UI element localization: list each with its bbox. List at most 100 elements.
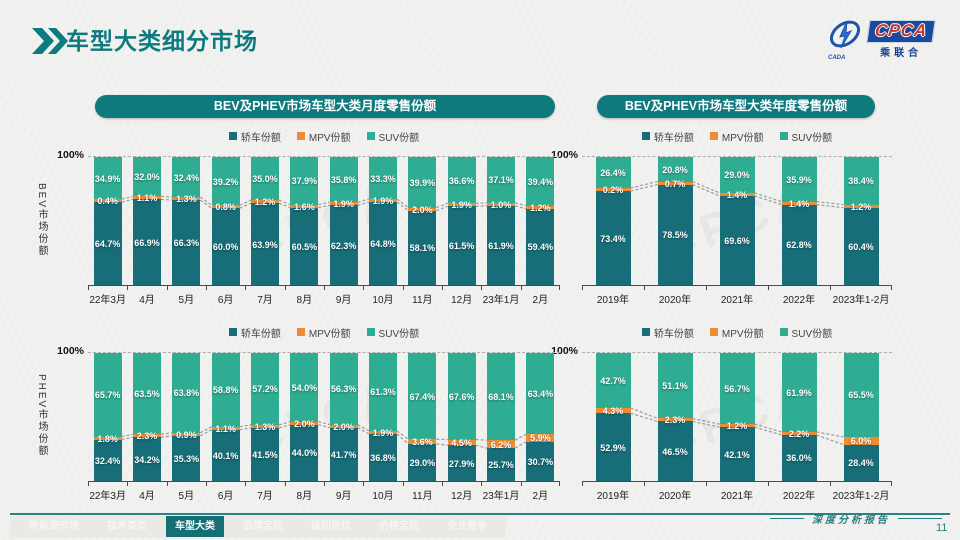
footer-tab-企业竞争[interactable]: 企业竞争 [447, 521, 487, 532]
segment-sedan [595, 191, 631, 285]
segment-suv [211, 353, 240, 427]
bar-value-label: 57.2% [252, 384, 278, 395]
footer-tab-价格定位[interactable]: 价格定位 [379, 521, 419, 532]
series-connector-lines [630, 180, 844, 209]
bar-value-label: 2.0% [333, 421, 354, 432]
stacked-bar-10月: 36.8% 1.9% 61.3% [369, 353, 397, 481]
x-axis-label: 6月 [217, 295, 234, 306]
bar-value-label: 60.5% [291, 241, 318, 252]
bar-value-label: 66.3% [173, 238, 200, 249]
cpca-logo: CADA CPCA 乘联合 [826, 13, 946, 65]
legend-item: 轿车份额 [228, 129, 281, 144]
footer-tab-新能源市场[interactable]: 新能源市场 [29, 521, 79, 532]
stacked-bar-22年3月: 64.7% 0.4% 34.9% [93, 157, 122, 285]
stacked-bar-11月: 58.1% 2.0% 39.9% [408, 157, 437, 285]
footer-tab-技术类型[interactable]: 技术类型 [107, 521, 147, 532]
chart-legend: 轿车份额 MPV份额 SUV份额 [88, 326, 560, 340]
segment-suv [595, 353, 631, 408]
bar-value-label: 6.0% [850, 436, 872, 447]
x-axis-label: 10月 [372, 295, 394, 306]
stacked-bar-7月: 41.5% 1.3% 57.2% [251, 353, 279, 481]
bar-value-label: 30.7% [527, 456, 554, 467]
bar-value-label: 1.2% [530, 202, 551, 213]
segment-mpv [843, 204, 879, 208]
bar-value-label: 1.1% [215, 423, 236, 434]
bar-value-label: 1.2% [726, 421, 748, 432]
segment-sedan [657, 184, 693, 285]
bar-value-label: 63.4% [527, 389, 554, 400]
bar-value-label: 65.7% [94, 390, 121, 401]
axis-tick [88, 481, 89, 486]
segment-sedan [133, 437, 161, 481]
footer-tab-品牌定位[interactable]: 品牌定位 [243, 521, 283, 532]
segment-suv [408, 157, 437, 208]
x-axis-label: 2019年 [596, 491, 630, 502]
stacked-bar-8月: 60.5% 1.6% 37.9% [290, 157, 319, 285]
segment-sedan [251, 203, 279, 285]
axis-tick [481, 285, 482, 290]
x-axis-label: 6月 [217, 491, 234, 502]
bar-value-label: 1.9% [451, 200, 472, 211]
bar-value-label: 61.9% [488, 240, 514, 251]
bar-value-label: 35.0% [252, 174, 278, 185]
segment-suv [369, 157, 397, 200]
segment-mpv [657, 418, 693, 422]
segment-suv [211, 157, 240, 206]
axis-tick [167, 285, 168, 290]
legend-label: SUV份额 [378, 132, 420, 144]
x-axis-label: 4月 [139, 295, 155, 306]
x-axis-label: 11月 [412, 295, 433, 306]
x-axis-label: 2023年1-2月 [832, 295, 890, 306]
axis-tick [481, 481, 482, 486]
x-axis-label: 22年3月 [89, 295, 126, 306]
segment-suv [408, 353, 437, 440]
bar-value-label: 36.6% [448, 175, 475, 186]
segment-suv [447, 157, 476, 204]
stacked-bar-23年1月: 25.7% 6.2% 68.1% [487, 353, 515, 481]
axis-tick [891, 481, 892, 486]
x-axis-label: 8月 [296, 295, 313, 306]
axis-tick [206, 285, 207, 290]
segment-suv [657, 353, 693, 419]
stacked-bar-2月: 59.4% 1.2% 39.4% [526, 157, 555, 285]
segment-sedan [487, 448, 515, 481]
axis-tick [285, 481, 286, 486]
bar-value-label: 39.2% [212, 176, 239, 187]
legend-swatch [366, 328, 375, 336]
axis-tick [245, 285, 246, 290]
bar-value-label: 78.5% [662, 230, 688, 241]
bar-value-label: 2.3% [136, 431, 158, 442]
segment-mpv [719, 424, 755, 428]
bar-value-label: 1.1% [136, 193, 158, 204]
bar-value-label: 56.3% [330, 384, 357, 395]
segment-mpv [595, 407, 631, 414]
bar-value-label: 1.9% [372, 427, 394, 438]
footer-tab-级别定位[interactable]: 级别定位 [311, 521, 351, 532]
x-axis-label: 9月 [335, 491, 352, 502]
chart-legend: 轿车份额 MPV份额 SUV份额 [582, 326, 892, 340]
segment-suv [781, 157, 817, 202]
bar-value-label: 41.5% [252, 449, 278, 460]
segment-sedan [408, 443, 437, 481]
segment-suv [251, 157, 279, 201]
stacked-bar-2020年: 78.5% 0.7% 20.8% [657, 157, 693, 285]
page-number: 11 [936, 522, 948, 534]
segment-mpv [408, 207, 437, 211]
bar-value-label: 6.2% [490, 439, 512, 450]
bar-value-label: 61.5% [448, 241, 475, 252]
phev-axis-title: PHEV市场份额 [36, 374, 47, 458]
segment-mpv [211, 205, 240, 209]
footer-tab-车型大类[interactable]: 车型大类 [166, 516, 224, 537]
x-axis-label: 2月 [532, 295, 549, 306]
segment-suv [781, 353, 817, 432]
legend-swatch [296, 132, 305, 140]
segment-mpv [133, 196, 161, 200]
legend-label: SUV份额 [378, 328, 420, 340]
axis-tick [644, 481, 645, 486]
banner-yearly-title: BEV及PHEV市场车型大类年度零售份额 [597, 95, 875, 118]
stacked-bar-4月: 66.9% 1.1% 32.0% [133, 157, 161, 285]
stacked-bar-2022年: 36.0% 2.2% 61.9% [781, 353, 817, 481]
bar-value-label: 2.3% [664, 415, 686, 426]
segment-suv [172, 353, 201, 433]
stacked-bar-2月: 30.7% 5.9% 63.4% [526, 353, 555, 481]
